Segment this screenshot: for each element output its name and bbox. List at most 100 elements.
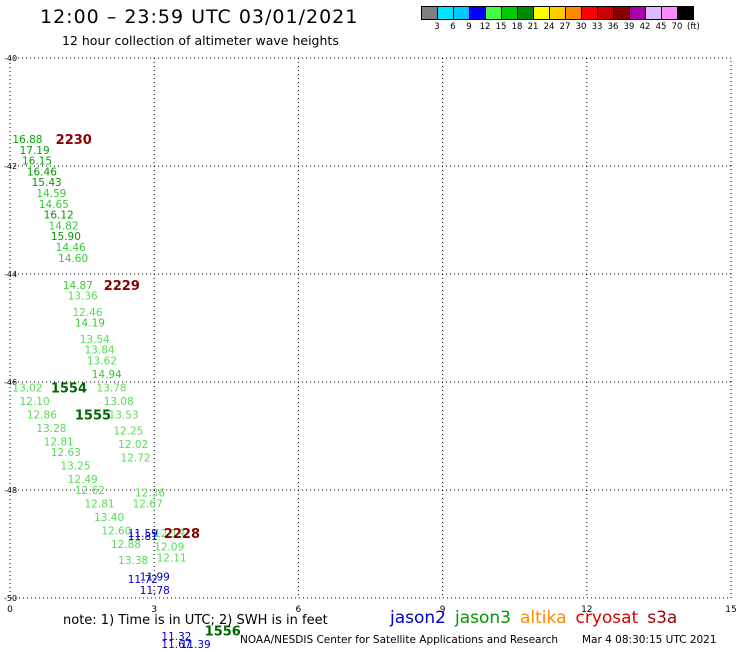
data-point-jason2: 11.72 [128, 574, 158, 586]
data-point-jason3: 13.62 [87, 355, 117, 367]
data-point-jason3: 12.72 [121, 453, 151, 465]
data-point-jason3: 14.94 [92, 369, 122, 381]
data-point-jason3: 15.43 [32, 177, 62, 189]
data-point-jason3: 13.38 [118, 555, 148, 567]
satellite-legend-jason2: jason2 [390, 608, 446, 628]
y-tick-label: -48 [4, 486, 17, 495]
color-scale-labels: 3 6 9 12 15 18 21 24 27 30 33 36 39 42 45 70 (ft) [421, 22, 700, 32]
data-point-jason3: 14.60 [58, 253, 88, 265]
color-scale-label: 3 [434, 22, 440, 32]
x-tick-label: 9 [440, 605, 446, 615]
data-point-jason3: 14.46 [56, 242, 86, 254]
satellite-legend-s3a: s3a [647, 608, 678, 628]
color-scale-label: 6 [450, 22, 456, 32]
data-point-jason3: 17.19 [20, 145, 50, 157]
color-swatch [677, 6, 694, 20]
data-point-jason3: 13.53 [109, 409, 139, 421]
data-point-jason3: 12.60 [101, 526, 131, 538]
grid-lines [9, 57, 732, 599]
track-label: 2228 [164, 527, 200, 542]
color-scale-label: 15 [495, 22, 507, 32]
x-tick-label: 12 [581, 605, 592, 615]
x-tick-label: 15 [725, 605, 736, 615]
footnote: note: 1) Time is in UTC; 2) SWH is in fe… [63, 613, 328, 628]
wave-height-color-scale: 3 6 9 12 15 18 21 24 27 30 33 36 39 42 45 70 (ft) [421, 6, 700, 32]
data-point-jason3: 14.19 [75, 318, 105, 330]
data-point-jason3: 12.63 [51, 447, 81, 459]
y-tick-label: -50 [4, 594, 17, 603]
color-scale-label: 45 [655, 22, 667, 32]
y-tick-label: -46 [4, 378, 17, 387]
color-scale-label: 12 [479, 22, 491, 32]
x-tick-label: 0 [7, 605, 13, 615]
x-tick-label: 6 [296, 605, 302, 615]
data-point-jason3: 12.81 [44, 436, 74, 448]
data-point-jason2: 11.59 [128, 528, 158, 540]
satellite-legend: jason2 jason3 altika cryosat s3a [390, 608, 686, 628]
credits: NOAA/NESDIS Center for Satellite Applica… [240, 634, 717, 646]
data-point-jason3: 12.81 [85, 499, 115, 511]
data-point-jason3: 14.59 [36, 188, 66, 200]
color-scale-label: 39 [623, 22, 635, 32]
data-point-jason3: 14.87 [63, 280, 93, 292]
data-point-jason3: 12.86 [27, 409, 57, 421]
color-scale-label: 9 [466, 22, 472, 32]
color-scale-unit: (ft) [687, 22, 700, 32]
satellite-legend-altika: altika [520, 608, 567, 628]
data-point-jason3: 14.82 [48, 220, 78, 232]
data-point-jason3: 16.12 [44, 210, 74, 222]
color-scale-label: 24 [543, 22, 555, 32]
data-point-jason3: 12.11 [157, 553, 187, 565]
color-scale-label: 30 [575, 22, 587, 32]
track-label: 2229 [104, 279, 140, 294]
track-label: 1555 [75, 408, 111, 423]
axis-tick-labels: 0 3 6 9 12 15 -40 -42 -44 -46 -48 -50 [4, 54, 737, 615]
track-labels: 2230 2229 1554 1555 2228 1556 [51, 133, 241, 639]
generated-timestamp: Mar 4 08:30:15 UTC 2021 [582, 634, 717, 646]
data-point-jason3: 12.10 [20, 396, 50, 408]
data-point-jason3: 13.40 [94, 512, 124, 524]
color-scale-label: 42 [639, 22, 651, 32]
data-point-jason3: 12.46 [72, 307, 102, 319]
data-point-jason3: 12.25 [113, 426, 143, 438]
color-scale-label: 18 [511, 22, 523, 32]
color-scale-label: 21 [527, 22, 539, 32]
color-scale-swatches [421, 6, 700, 20]
data-point-jason3: 12.62 [75, 485, 105, 497]
data-point-jason3: 12.09 [154, 542, 184, 554]
data-point-jason2: 11.39 [181, 639, 211, 650]
data-point-jason3: 12.67 [133, 499, 163, 511]
data-point-jason3: 12.36 [135, 488, 165, 500]
plot-frame [9, 57, 732, 599]
track-label: 1554 [51, 381, 87, 396]
track-label: 1556 [205, 624, 241, 639]
data-point-jason2: 11.78 [140, 585, 170, 597]
color-scale-label: 27 [559, 22, 571, 32]
data-point-jason2: 11.81 [128, 531, 158, 543]
chart-subtitle: 12 hour collection of altimeter wave hei… [62, 33, 339, 48]
satellite-legend-jason3: jason3 [455, 608, 511, 628]
data-point-jason3: 15.90 [51, 231, 81, 243]
data-point-jason3: 13.25 [60, 461, 90, 473]
data-point-jason2: 11.32 [161, 631, 191, 643]
track-label: 2230 [56, 133, 92, 148]
data-point-jason3: 16.15 [22, 156, 52, 168]
data-point-jason3: 16.46 [27, 166, 57, 178]
data-point-jason3: 13.78 [97, 382, 127, 394]
data-point-jason3: 14.65 [39, 199, 69, 211]
x-tick-label: 3 [151, 605, 157, 615]
data-point-jason3: 12.49 [68, 474, 98, 486]
satellite-legend-cryosat: cryosat [575, 608, 639, 628]
color-scale-label: 70 [671, 22, 683, 32]
y-tick-label: -42 [4, 162, 17, 171]
data-point-jason3: 12.19 [154, 528, 184, 540]
color-scale-label: 33 [591, 22, 603, 32]
data-point-jason3: 13.08 [104, 396, 134, 408]
data-point-jason3: 13.02 [12, 382, 42, 394]
data-point-jason3: 13.84 [85, 345, 115, 357]
data-point-jason3: 12.88 [111, 539, 141, 551]
data-point-jason3: 12.02 [118, 439, 148, 451]
data-point-jason2: 11.99 [140, 571, 170, 583]
